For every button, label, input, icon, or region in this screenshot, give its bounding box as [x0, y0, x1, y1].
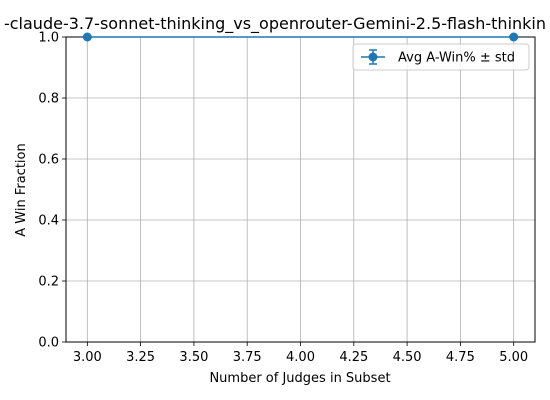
y-tick-label: 0.6: [38, 153, 59, 168]
legend-point-marker: [368, 52, 378, 62]
x-tick-label: 4.50: [393, 350, 422, 365]
x-tick-label: 4.00: [286, 350, 315, 365]
x-tick-label: 3.25: [126, 350, 155, 365]
x-tick-label: 3.50: [179, 350, 208, 365]
y-tick-label: 0.2: [38, 275, 59, 290]
legend-label: Avg A-Win% ± std: [398, 51, 515, 66]
data-point: [82, 32, 92, 42]
series-layer: [82, 32, 519, 42]
y-tick-label: 0.4: [38, 214, 59, 229]
y-tick-label: 0.0: [38, 336, 59, 351]
data-point: [509, 32, 519, 42]
y-tick-label: 0.8: [38, 92, 59, 107]
chart-title: -claude-3.7-sonnet-thinking_vs_openroute…: [4, 14, 546, 34]
y-tick-label: 1.0: [38, 31, 59, 46]
x-tick-label: 4.75: [446, 350, 475, 365]
x-tick-label: 4.25: [339, 350, 368, 365]
x-axis: 3.00 3.25 3.50 3.75 4.00 4.25 4.50 4.75 5.00: [73, 342, 528, 365]
y-axis: 0.0 0.2 0.4 0.6 0.8 1.0: [38, 31, 66, 351]
x-tick-label: 5.00: [499, 350, 528, 365]
x-axis-label: Number of Judges in Subset: [209, 371, 390, 386]
legend-box: [352, 43, 530, 71]
y-axis-label: A Win Fraction: [14, 143, 29, 236]
x-tick-label: 3.00: [73, 350, 102, 365]
legend: Avg A-Win% ± std: [352, 43, 530, 71]
x-tick-label: 3.75: [233, 350, 262, 365]
